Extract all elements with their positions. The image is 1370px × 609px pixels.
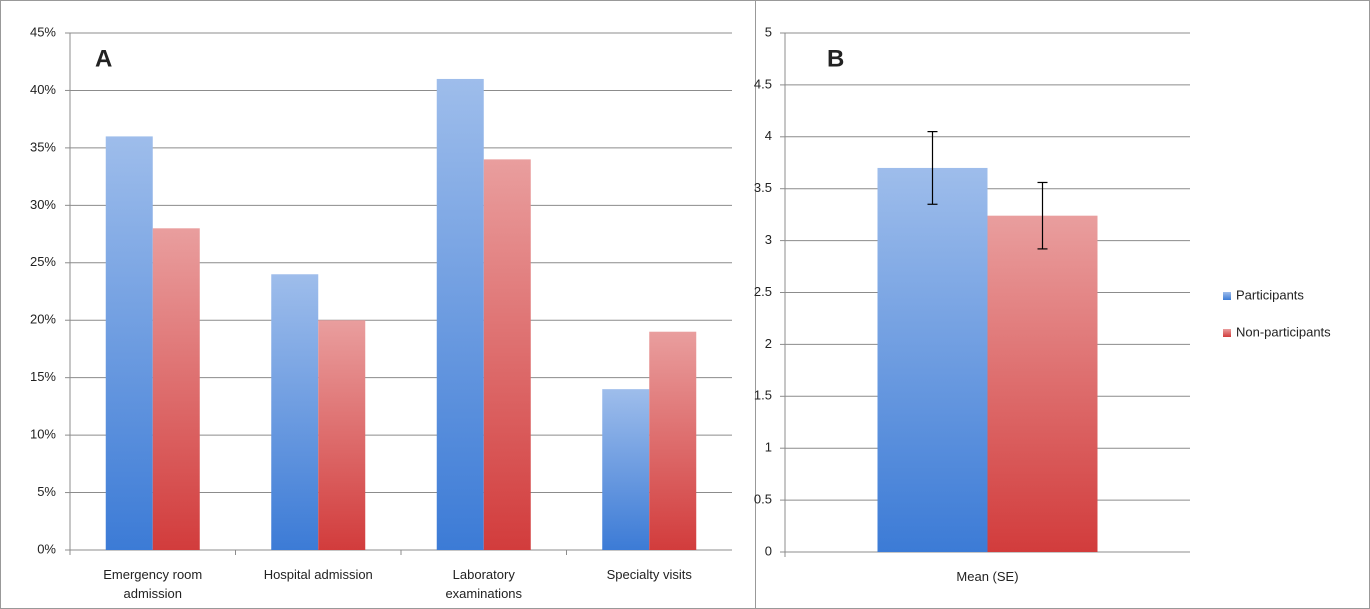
y-tick-label: 25% — [30, 254, 56, 269]
bar — [318, 320, 366, 550]
error-bar — [1037, 181, 1048, 250]
y-tick-label: 3.5 — [754, 180, 772, 195]
bar — [602, 389, 650, 550]
x-tick-label: Hospital admission — [263, 567, 373, 582]
legend-swatch — [1223, 329, 1231, 337]
y-tick-label: 0 — [765, 543, 772, 558]
bar — [152, 228, 200, 551]
y-tick-label: 40% — [30, 82, 56, 97]
bar — [436, 78, 484, 550]
y-tick-label: 0.5 — [754, 492, 772, 507]
bar — [483, 159, 531, 550]
bar — [105, 136, 153, 550]
y-tick-label: 4.5 — [754, 76, 772, 91]
x-tick-label: Emergency room admission — [103, 567, 203, 601]
y-tick-label: 1.5 — [754, 388, 772, 403]
y-tick-label: 3 — [765, 232, 772, 247]
y-tick-label: 5 — [765, 24, 772, 39]
y-tick-label: 15% — [30, 369, 56, 384]
y-tick-label: 20% — [30, 312, 56, 327]
x-tick-label: Mean (SE) — [956, 569, 1019, 584]
error-bar — [927, 131, 938, 205]
bar — [987, 215, 1098, 553]
bar — [877, 167, 988, 552]
y-tick-label: 30% — [30, 197, 56, 212]
y-tick-label: 2.5 — [754, 284, 772, 299]
y-tick-label: 5% — [37, 484, 56, 499]
x-tick-label: Laboratory examinations — [445, 567, 523, 601]
panel-label: A — [95, 45, 112, 72]
y-tick-label: 1 — [765, 440, 772, 455]
y-tick-label: 0% — [37, 541, 56, 556]
y-tick-label: 45% — [30, 24, 56, 39]
y-tick-label: 10% — [30, 427, 56, 442]
x-tick-label: Specialty visits — [606, 567, 692, 582]
bar — [649, 331, 697, 550]
legend-label: Participants — [1236, 287, 1304, 302]
y-tick-label: 4 — [765, 128, 772, 143]
y-tick-label: 35% — [30, 139, 56, 154]
legend-swatch — [1223, 292, 1231, 300]
bar — [271, 274, 319, 550]
legend-label: Non-participants — [1236, 324, 1331, 339]
y-tick-label: 2 — [765, 336, 772, 351]
panel-label: B — [827, 45, 844, 72]
